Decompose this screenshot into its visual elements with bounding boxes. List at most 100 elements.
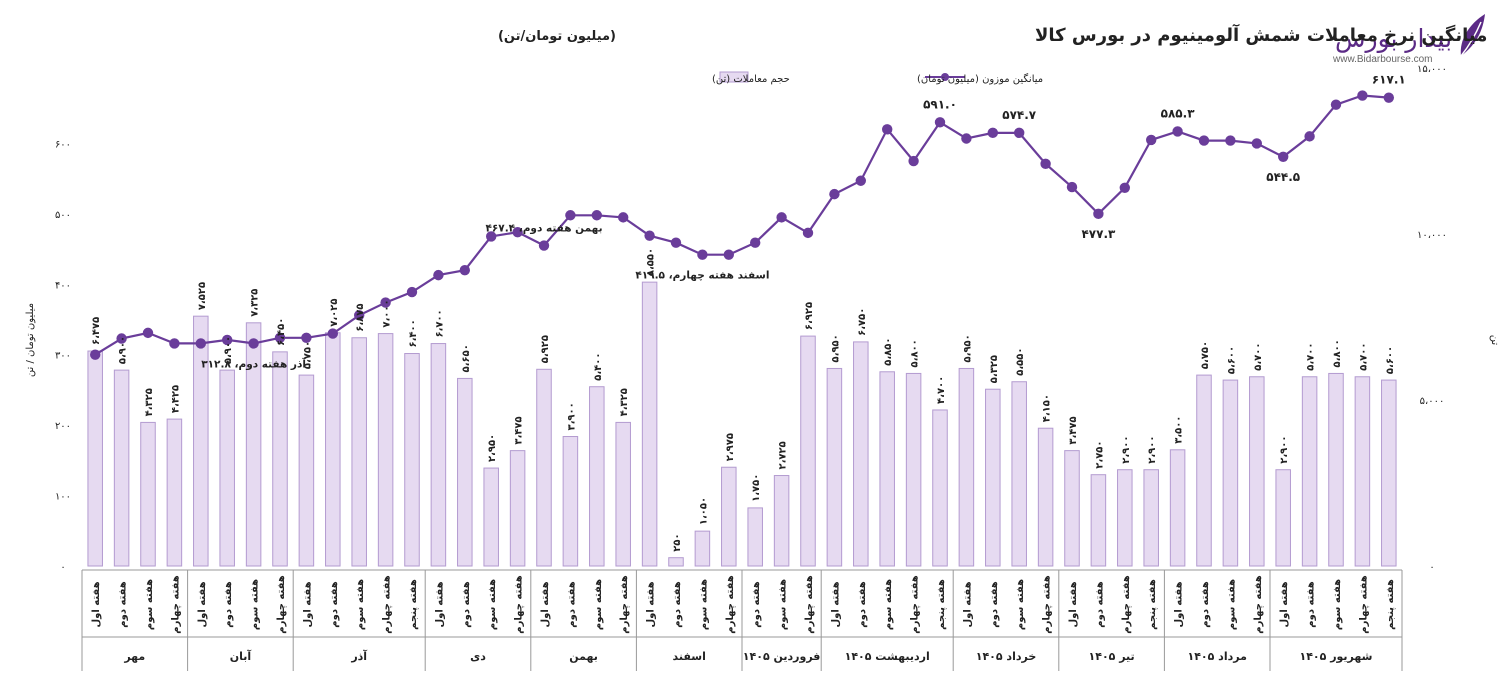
y-right-tick-label: ۱۰،۰۰۰ — [1417, 230, 1447, 241]
price-point — [433, 269, 444, 281]
price-annotation: آذر هفته دوم، ۳۱۲.۸ — [201, 357, 306, 370]
x-tick-label: هفته چهارم — [514, 575, 525, 633]
price-point — [1330, 99, 1342, 110]
y-right-axis-title: تن — [1489, 335, 1500, 346]
volume-bar — [1064, 450, 1080, 567]
volume-bar-label: ۲،۹۰۰ — [1147, 436, 1158, 464]
volume-bar — [1011, 381, 1027, 567]
brand-url: www.Bidarbourse.com — [1333, 54, 1433, 65]
price-point — [1304, 131, 1315, 142]
volume-bar — [932, 409, 948, 567]
x-tick-label: هفته اول — [1174, 581, 1185, 627]
price-point — [512, 226, 523, 238]
y-left-axis-title: میلیون تومان / تن — [25, 303, 36, 377]
y-left-tick-label: ۶۰۰ — [55, 139, 71, 150]
volume-bar-label: ۶،۴۵۰ — [276, 318, 287, 346]
volume-bar-label: ۴،۳۲۵ — [144, 388, 155, 416]
price-point — [1357, 90, 1368, 101]
price-point — [301, 332, 312, 344]
price-point — [1198, 135, 1210, 146]
volume-bar-label: ۵،۹۵۰ — [830, 334, 841, 362]
volume-bar-label: ۵،۸۰۰ — [1332, 339, 1343, 367]
price-point — [274, 332, 286, 344]
x-tick-label: هفته دوم — [461, 581, 472, 628]
price-point — [1119, 182, 1131, 193]
price-annotation: بهمن هفته دوم، ۴۶۷.۴ — [485, 223, 602, 235]
volume-bar-label: ۳،۹۰۰ — [566, 402, 577, 430]
x-group-label: مهر — [123, 650, 145, 663]
volume-bar-label: ۸،۵۵۰ — [646, 248, 657, 276]
x-tick-label: هفته سوم — [698, 579, 709, 630]
volume-bar — [483, 467, 499, 567]
volume-bar-label: ۳،۵۰۰ — [1174, 416, 1185, 444]
price-point — [1066, 181, 1078, 193]
volume-bar-label: ۲،۹۰۰ — [1279, 436, 1290, 464]
price-point — [987, 127, 998, 139]
price-point — [248, 338, 259, 349]
volume-bar-label: ۵،۷۵۰ — [1200, 341, 1211, 369]
price-point — [354, 310, 365, 321]
volume-bar — [853, 341, 869, 567]
volume-bar-label: ۵،۶۵۰ — [461, 344, 472, 372]
volume-bar-label: ۵،۶۰۰ — [1385, 346, 1396, 374]
price-point — [644, 230, 655, 241]
volume-bar-label: ۵،۳۲۵ — [989, 355, 1000, 383]
chart-subtitle: (میلیون تومان/تن) — [498, 29, 616, 44]
volume-bar-label: ۲،۹۰۰ — [1121, 436, 1132, 464]
price-point — [1251, 138, 1263, 149]
volume-bar-label: ۲،۷۲۵ — [778, 441, 789, 469]
price-annotation: ۵۷۴.۷ — [1002, 108, 1037, 122]
x-tick-label: هفته چهارم — [1253, 575, 1264, 633]
x-tick-label: هفته دوم — [566, 581, 577, 628]
x-tick-label: هفته دوم — [223, 581, 234, 628]
volume-bar — [351, 337, 367, 567]
x-tick-label: هفته دوم — [989, 581, 1000, 628]
volume-bar-label: ۲،۹۷۵ — [725, 433, 736, 461]
volume-bar-label: ۵،۹۰۰ — [223, 336, 234, 364]
volume-bar — [1169, 449, 1186, 567]
x-tick-label: هفته چهارم — [804, 575, 815, 633]
price-point — [195, 338, 206, 349]
chart-title: میانگین نرخ معاملات شمش آلومینیوم در بور… — [1035, 23, 1487, 46]
x-tick-label: هفته چهارم — [276, 575, 287, 633]
volume-bar — [325, 332, 341, 567]
volume-bar — [747, 507, 763, 567]
price-point — [1040, 158, 1051, 170]
price-annotation: اسفند هفته چهارم، ۴۱۹.۵ — [635, 270, 769, 282]
volume-bar-label: ۷،۵۲۵ — [197, 282, 208, 310]
price-annotation: ۶۱۷.۱ — [1372, 73, 1406, 87]
price-point — [1278, 151, 1289, 163]
price-point — [222, 334, 233, 346]
volume-bar-label: ۵،۷۵۰ — [302, 341, 313, 369]
x-tick-label: هفته اول — [1279, 581, 1290, 627]
volume-bar — [430, 343, 447, 567]
price-point — [723, 249, 734, 260]
price-point — [169, 338, 180, 349]
legend-label-line: میانگین موزون (میلیون تومان) — [917, 73, 1043, 85]
x-tick-label: هفته سوم — [250, 579, 261, 630]
volume-bar — [140, 421, 156, 567]
y-left-tick-label: ۲۰۰ — [55, 421, 71, 432]
x-tick-label: هفته اول — [646, 581, 657, 627]
volume-bar-label: ۵،۴۰۰ — [593, 353, 604, 381]
brand-logo: بیدار بورس www.Bidarbourse.com — [1325, 8, 1490, 68]
x-tick-label: هفته دوم — [118, 581, 129, 628]
volume-bar-label: ۵،۵۵۰ — [1015, 348, 1026, 376]
price-line — [94, 94, 1389, 356]
volume-bar — [1143, 469, 1159, 567]
volume-bar — [1275, 469, 1291, 567]
volume-bar — [826, 367, 843, 567]
volume-bar — [1249, 376, 1265, 567]
y-left-tick-label: ۱۰۰ — [55, 492, 71, 503]
x-tick-label: هفته اول — [302, 581, 313, 627]
price-annotation: ۵۸۵.۳ — [1161, 106, 1196, 120]
price-point — [776, 212, 787, 223]
price-point — [802, 227, 814, 239]
x-tick-label: هفته پنجم — [1147, 579, 1158, 630]
volume-bar-label: ۶،۴۷۵ — [91, 317, 102, 345]
volume-bar-label: ۵،۶۰۰ — [1226, 346, 1237, 374]
volume-bar — [958, 367, 975, 567]
volume-bar-label: ۷،۰۰۰ — [382, 299, 393, 327]
volume-bar — [245, 322, 262, 567]
x-tick-label: هفته چهارم — [619, 575, 630, 633]
